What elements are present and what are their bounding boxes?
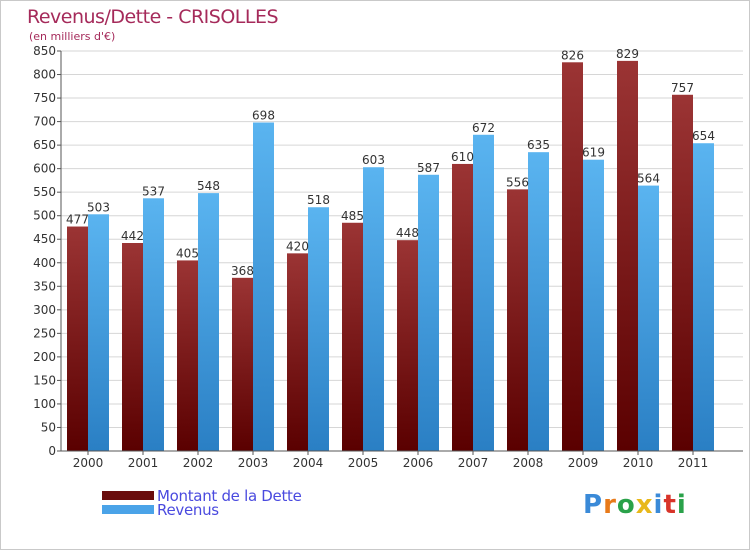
data-label-dette: 757	[671, 81, 694, 95]
data-label-dette: 442	[121, 229, 144, 243]
y-tick-label: 350	[33, 279, 56, 293]
bar-dette	[287, 253, 308, 451]
y-tick-label: 400	[33, 256, 56, 270]
data-label-dette: 477	[66, 213, 89, 227]
x-tick-label: 2011	[678, 456, 709, 470]
bar-revenus	[308, 207, 329, 451]
data-label-revenus: 698	[252, 109, 275, 123]
legend-label-revenus: Revenus	[157, 500, 219, 519]
bar-dette	[177, 260, 198, 451]
proxiti-logo: Proxiti	[583, 490, 687, 520]
data-label-revenus: 518	[307, 193, 330, 207]
bar-revenus	[253, 122, 274, 451]
y-tick-label: 500	[33, 209, 56, 223]
data-label-dette: 556	[506, 175, 529, 189]
data-label-revenus: 672	[472, 121, 495, 135]
legend-swatch-dette	[102, 491, 154, 500]
x-tick-label: 2007	[458, 456, 489, 470]
y-tick-label: 200	[33, 350, 56, 364]
data-label-revenus: 603	[362, 153, 385, 167]
data-label-revenus: 503	[87, 200, 110, 214]
logo-letter: t	[663, 490, 677, 520]
bar-dette	[562, 62, 583, 451]
data-label-revenus: 564	[637, 172, 660, 186]
legend-item-dette: Montant de la Dette	[102, 486, 302, 505]
y-tick-label: 800	[33, 68, 56, 82]
bar-dette	[617, 60, 638, 451]
bars	[67, 60, 714, 452]
data-label-revenus: 635	[527, 138, 550, 152]
bar-revenus	[583, 159, 604, 452]
chart-title: Revenus/Dette - CRISOLLES	[27, 6, 279, 28]
legend-label-dette: Montant de la Dette	[157, 486, 302, 505]
bar-dette	[672, 94, 693, 451]
axes: 0 50 100 150 200 250 300 350 400 450 500 550 600 650 7…	[33, 44, 743, 470]
bar-dette	[342, 222, 363, 451]
data-label-dette: 826	[561, 48, 584, 62]
x-tick-label: 2002	[183, 456, 214, 470]
data-label-dette: 485	[341, 209, 364, 223]
y-tick-label: 750	[33, 91, 56, 105]
bar-dette	[67, 226, 88, 451]
logo-letter: r	[603, 490, 617, 520]
y-tick-label: 250	[33, 326, 56, 340]
bar-revenus	[198, 193, 219, 451]
y-tick-label: 300	[33, 303, 56, 317]
bar-revenus	[693, 143, 714, 451]
y-tick-label: 700	[33, 115, 56, 129]
y-tick-label: 600	[33, 162, 56, 176]
data-label-dette: 420	[286, 239, 309, 253]
legend-item-revenus: Revenus	[102, 500, 219, 519]
bar-revenus	[88, 214, 109, 451]
logo-letter: o	[616, 490, 636, 520]
y-tick-label: 150	[33, 373, 56, 387]
y-tick-label: 450	[33, 232, 56, 246]
y-tick-label: 0	[48, 444, 56, 458]
chart-subtitle: (en milliers d'€)	[29, 30, 116, 43]
legend-swatch-revenus	[102, 505, 154, 514]
y-tick-label: 650	[33, 138, 56, 152]
x-tick-label: 2000	[73, 456, 104, 470]
y-tick-label: 550	[33, 185, 56, 199]
bar-dette	[507, 189, 528, 451]
x-tick-label: 2005	[348, 456, 379, 470]
bar-revenus	[363, 167, 384, 451]
data-label-revenus: 654	[692, 129, 715, 143]
x-tick-label: 2009	[568, 456, 599, 470]
x-tick-label: 2003	[238, 456, 269, 470]
data-label-revenus: 548	[197, 179, 220, 193]
x-tick-label: 2010	[623, 456, 654, 470]
bar-dette	[452, 163, 473, 452]
data-label-dette: 829	[616, 47, 639, 61]
data-label-dette: 405	[176, 246, 199, 260]
bar-revenus	[418, 174, 439, 451]
logo-letter: i	[653, 490, 664, 520]
data-label-revenus: 587	[417, 161, 440, 175]
bar-revenus	[473, 134, 494, 451]
y-tick-label: 50	[41, 420, 56, 434]
bar-revenus	[528, 152, 549, 452]
bar-revenus	[143, 198, 164, 451]
x-tick-label: 2004	[293, 456, 324, 470]
data-label-dette: 368	[231, 264, 254, 278]
bar-dette	[397, 240, 418, 451]
bar-dette	[122, 243, 143, 451]
y-tick-label: 100	[33, 397, 56, 411]
bar-revenus	[638, 185, 659, 451]
data-label-dette: 610	[451, 150, 474, 164]
logo-letter: P	[583, 490, 604, 520]
logo-letter: x	[635, 490, 654, 520]
data-label-revenus: 537	[142, 184, 165, 198]
logo-letter: i	[676, 490, 687, 520]
data-label-dette: 448	[396, 226, 419, 240]
data-label-revenus: 619	[582, 146, 605, 160]
y-tick-label: 850	[33, 44, 56, 58]
x-tick-label: 2001	[128, 456, 159, 470]
x-tick-label: 2008	[513, 456, 544, 470]
x-tick-label: 2006	[403, 456, 434, 470]
bar-dette	[232, 277, 253, 451]
